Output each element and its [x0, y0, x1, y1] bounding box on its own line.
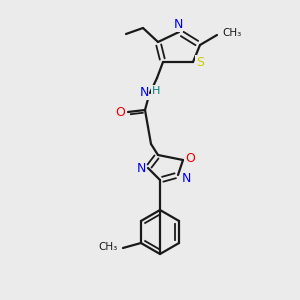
- Text: O: O: [185, 152, 195, 164]
- Text: N: N: [181, 172, 191, 184]
- Text: N: N: [173, 19, 183, 32]
- Text: CH₃: CH₃: [99, 242, 118, 252]
- Text: S: S: [196, 56, 204, 68]
- Text: N: N: [139, 86, 149, 100]
- Text: H: H: [152, 86, 160, 96]
- Text: CH₃: CH₃: [222, 28, 241, 38]
- Text: N: N: [136, 163, 146, 176]
- Text: O: O: [115, 106, 125, 118]
